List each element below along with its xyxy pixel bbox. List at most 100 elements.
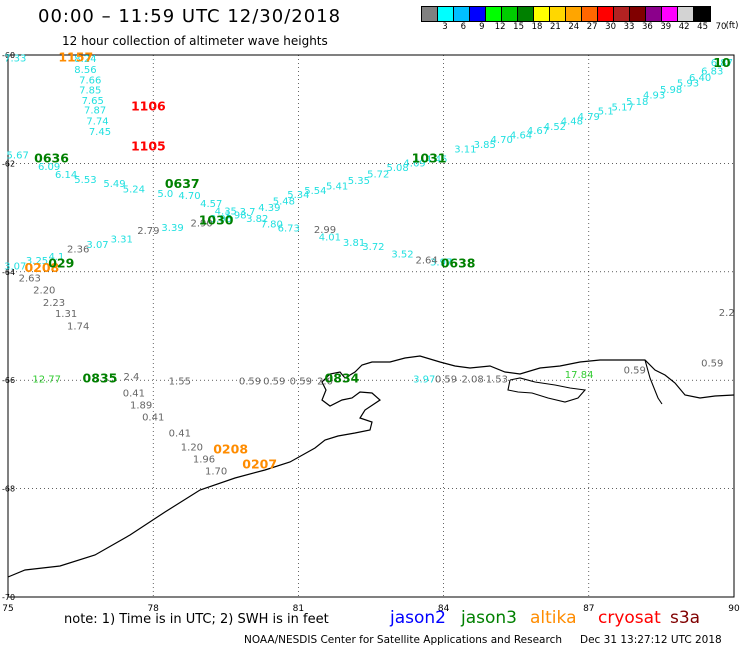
swh-value-label: 3.98 xyxy=(224,211,246,222)
swh-value-label: 3.82 xyxy=(246,214,268,225)
longitude-label: 75 xyxy=(2,604,14,614)
swh-value-label: 3.97 xyxy=(413,374,435,385)
swh-value-label: 4.57 xyxy=(200,199,222,210)
swh-value-label: 4.48 xyxy=(561,116,583,127)
swh-value-label: 5.17 xyxy=(612,102,634,113)
swh-value-label: 2.79 xyxy=(137,226,159,237)
swh-value-label: 6.73 xyxy=(278,224,300,235)
swh-value-label: 5.98 xyxy=(660,85,682,96)
pass-time-label: 0834 xyxy=(325,370,360,385)
swh-value-label: 2.90 xyxy=(190,218,212,229)
legend-item-jason2: jason2 xyxy=(390,608,446,628)
latitude-label: -60 xyxy=(2,51,15,60)
swh-value-label: 1.55 xyxy=(169,377,191,388)
swh-value-label: 5.08 xyxy=(386,163,408,174)
swh-value-label: 7.66 xyxy=(79,76,101,87)
colorbar-swatch xyxy=(678,7,694,21)
longitude-label: 81 xyxy=(292,604,305,614)
swh-value-label: 5.18 xyxy=(626,97,648,108)
swh-value-label: 5.48 xyxy=(273,197,295,208)
swh-value-label: 2.36 xyxy=(67,244,89,255)
coastline xyxy=(7,355,735,578)
longitude-label: 90 xyxy=(728,604,740,614)
colorbar-tick-label: 15 xyxy=(513,22,525,32)
colorbar-swatch xyxy=(518,7,534,21)
colorbar-tick-label: 12 xyxy=(494,22,506,32)
colorbar-tick-label: 6 xyxy=(460,22,467,32)
swh-value-label: 3.07 xyxy=(86,240,108,251)
swh-value-label: 2.64 xyxy=(416,256,438,267)
colorbar-tick-label: 30 xyxy=(605,22,617,32)
colorbar-swatch xyxy=(582,7,598,21)
swh-value-label: 6.87 xyxy=(711,58,733,69)
swh-value-label: 8.56 xyxy=(74,65,96,76)
swh-value-label: 3.25 xyxy=(26,256,48,267)
colorbar-tick-label: 36 xyxy=(641,22,653,32)
colorbar-unit: (ft) xyxy=(725,21,739,31)
swh-value-label: 1.53 xyxy=(486,374,508,385)
swh-value-label: 17.84 xyxy=(565,370,594,381)
swh-value-label: 3.72 xyxy=(362,242,384,253)
swh-value-label: 4.35 xyxy=(215,206,237,217)
longitude-label: 87 xyxy=(583,604,595,614)
credit-line: NOAA/NESDIS Center for Satellite Applica… xyxy=(244,634,562,646)
colorbar-swatch xyxy=(534,7,550,21)
swh-value-label: 6.83 xyxy=(701,67,723,78)
colorbar-tick-label: 21 xyxy=(549,22,561,32)
swh-value-label: 0.59 xyxy=(435,374,457,385)
swh-value-label: 4.69 xyxy=(403,159,425,170)
swh-value-label: 3.97 xyxy=(430,257,452,268)
colorbar-swatch xyxy=(694,7,710,21)
swh-value-label: 3.95 xyxy=(210,214,232,225)
swh-value-label: 2.99 xyxy=(314,225,336,236)
swh-value-label: 4.67 xyxy=(527,126,549,137)
swh-value-label: 2.2 xyxy=(719,308,735,319)
colorbar-tick-label: 9 xyxy=(479,22,485,32)
swh-value-label: 1.20 xyxy=(181,443,203,454)
colorbar-swatch xyxy=(630,7,646,21)
colorbar-swatch xyxy=(550,7,566,21)
swh-value-label: 3.11 xyxy=(454,145,476,156)
swh-value-label: 4.52 xyxy=(544,122,566,133)
swh-value-label: 0.59 xyxy=(624,366,646,377)
latitude-label: -70 xyxy=(2,593,15,602)
swh-value-label: 1.70 xyxy=(205,467,227,478)
swh-value-label: 4.1 xyxy=(48,252,64,263)
colorbar-tick-label: 45 xyxy=(697,22,709,32)
colorbar-swatch xyxy=(566,7,582,21)
legend-item-cryosat: cryosat xyxy=(598,608,661,628)
colorbar-tick-label: 39 xyxy=(660,22,672,32)
collection-subtitle: 12 hour collection of altimeter wave hei… xyxy=(62,34,328,48)
swh-value-label: 7.74 xyxy=(86,116,108,127)
swh-value-label: 5.93 xyxy=(677,78,699,89)
swh-value-label: 5.72 xyxy=(367,169,389,180)
swh-value-label: 1.31 xyxy=(55,309,77,320)
latitude-label: -68 xyxy=(2,485,15,494)
pass-time-label: 1106 xyxy=(131,98,166,113)
swh-value-label: 4.70 xyxy=(491,135,513,146)
footer-note: note: 1) Time is in UTC; 2) SWH is in fe… xyxy=(64,612,329,627)
colorbar-tick-label: 27 xyxy=(586,22,598,32)
colorbar-swatch xyxy=(438,7,454,21)
colorbar-swatch xyxy=(470,7,486,21)
swh-value-label: 4.64 xyxy=(510,130,532,141)
swh-value-label: 5.0 xyxy=(157,189,173,200)
swh-value-label: 3.31 xyxy=(111,235,133,246)
swh-value-label: 4.93 xyxy=(643,90,665,101)
swh-value-label: 2.63 xyxy=(19,274,41,285)
swh-value-label: 6.09 xyxy=(38,162,60,173)
swh-colorbar xyxy=(421,6,711,22)
pass-time-label: 0638 xyxy=(441,255,476,270)
swh-value-label: 5.35 xyxy=(348,176,370,187)
pass-time-label: 0208 xyxy=(24,260,59,275)
colorbar-ticks: 3 6 9 12 15 18 21 24 27 30 33 36 39 42 45 70 xyxy=(421,22,740,34)
swh-value-label: 5.24 xyxy=(123,185,145,196)
swh-value-label: 7.45 xyxy=(89,127,111,138)
pass-time-label: 1157 xyxy=(58,50,93,65)
longitude-label: 84 xyxy=(437,604,450,614)
ice-shelf-edge xyxy=(644,359,663,405)
pass-time-label: 1105 xyxy=(131,138,166,153)
swh-value-label: 0.59 xyxy=(239,377,261,388)
colorbar-swatch xyxy=(502,7,518,21)
